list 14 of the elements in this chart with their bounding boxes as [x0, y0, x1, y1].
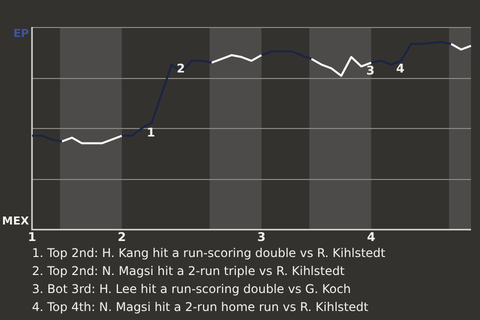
annotation: 2: [176, 62, 186, 76]
text: 4. Top 4th: N. Magsi hit a 2-run home run vs R. Kihlstedt: [32, 299, 370, 316]
annotation: 1: [146, 125, 156, 140]
annotation: 4: [396, 62, 405, 76]
x-tick-label: 4: [367, 230, 376, 244]
x-tick-label: 2: [118, 230, 126, 244]
annotation: 3: [366, 64, 375, 78]
x-tick-label: 3: [257, 230, 266, 244]
text: EP: [13, 26, 29, 40]
text: 2. Top 2nd: N. Magsi hit a 2-run triple vs R. Kihlstedt: [32, 263, 346, 280]
text: 1. Top 2nd: H. Kang hit a run-scoring double vs R. Kihlstedt: [32, 245, 386, 262]
text: MEX: [2, 214, 30, 228]
text: 3. Bot 3rd: H. Lee hit a run-scoring double vs G. Koch: [32, 281, 352, 298]
x-tick-label: 1: [28, 230, 36, 244]
